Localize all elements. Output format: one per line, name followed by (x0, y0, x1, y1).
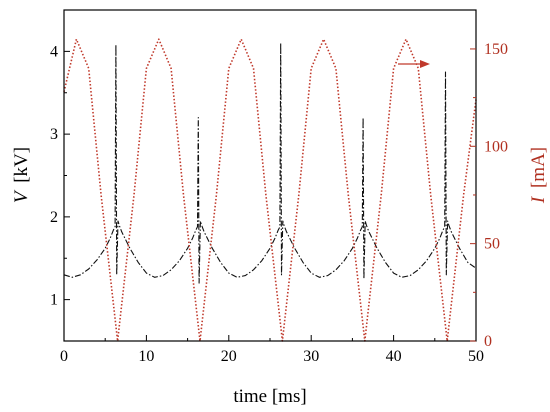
x-tick-label: 40 (386, 348, 402, 365)
left-axis: 1 2 3 4 (50, 9, 70, 342)
y-left-symbol: V (11, 189, 32, 203)
x-tick-label: 0 (60, 348, 68, 365)
y-left-unit: [kV] (11, 147, 32, 183)
current-series-line (63, 38, 477, 342)
y-left-tick-label: 2 (50, 209, 58, 226)
y-left-tick-label: 3 (50, 126, 58, 143)
x-tick-label: 20 (221, 348, 237, 365)
plot-frame (63, 9, 477, 342)
y-right-tick-label: 100 (484, 138, 508, 155)
y-right-tick-label: 150 (484, 41, 508, 58)
annotation-arrow (398, 60, 430, 68)
y-left-tick-label: 4 (50, 43, 58, 60)
x-tick-label: 10 (138, 348, 154, 365)
y-left-tick-label: 1 (50, 292, 58, 309)
y-right-tick-label: 0 (484, 333, 492, 350)
series-layer (63, 38, 477, 342)
x-axis: 0 10 20 30 40 50 (60, 335, 484, 365)
y-right-unit: [mA] (528, 147, 549, 188)
y-right-symbol: I (528, 195, 549, 204)
voltage-series-line (63, 42, 477, 284)
x-axis-label: time [ms] (233, 386, 306, 407)
x-tick-label: 30 (303, 348, 319, 365)
y-axis-label-right: I [mA] (528, 147, 549, 204)
x-tick-label: 50 (468, 348, 484, 365)
y-axis-label-left: V [kV] (11, 147, 32, 203)
right-axis: 0 50 100 150 (470, 41, 508, 350)
y-right-tick-label: 50 (484, 236, 500, 253)
